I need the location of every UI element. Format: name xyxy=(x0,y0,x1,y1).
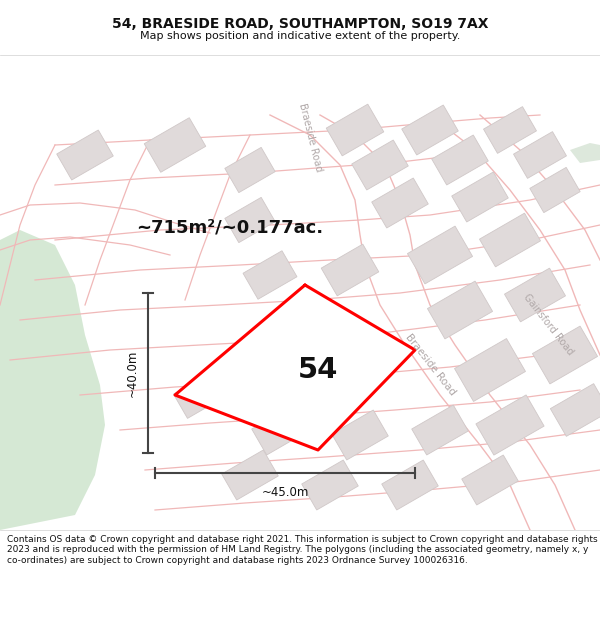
Polygon shape xyxy=(175,285,415,450)
Polygon shape xyxy=(476,395,544,455)
Polygon shape xyxy=(532,326,598,384)
Polygon shape xyxy=(514,132,566,178)
Polygon shape xyxy=(402,105,458,155)
Text: Braeside Road: Braeside Road xyxy=(296,102,323,172)
Text: Map shows position and indicative extent of the property.: Map shows position and indicative extent… xyxy=(140,31,460,41)
Text: 54, BRAESIDE ROAD, SOUTHAMPTON, SO19 7AX: 54, BRAESIDE ROAD, SOUTHAMPTON, SO19 7AX xyxy=(112,16,488,31)
Text: Braeside Road: Braeside Road xyxy=(403,332,457,398)
Polygon shape xyxy=(479,213,541,267)
Polygon shape xyxy=(243,251,297,299)
Text: Contains OS data © Crown copyright and database right 2021. This information is : Contains OS data © Crown copyright and d… xyxy=(7,535,598,564)
Polygon shape xyxy=(452,172,508,222)
Polygon shape xyxy=(225,198,275,242)
Text: Gainsford Road: Gainsford Road xyxy=(521,292,575,357)
Polygon shape xyxy=(222,450,278,500)
Polygon shape xyxy=(225,148,275,192)
Polygon shape xyxy=(550,384,600,436)
Polygon shape xyxy=(407,226,473,284)
Polygon shape xyxy=(427,281,493,339)
Polygon shape xyxy=(382,460,438,510)
Polygon shape xyxy=(352,140,408,190)
Polygon shape xyxy=(484,107,536,153)
Polygon shape xyxy=(412,405,468,455)
Text: ~45.0m: ~45.0m xyxy=(262,486,308,499)
Polygon shape xyxy=(455,339,526,401)
Polygon shape xyxy=(326,104,384,156)
Polygon shape xyxy=(173,372,226,418)
Polygon shape xyxy=(302,460,358,510)
Polygon shape xyxy=(505,268,566,322)
Text: 54: 54 xyxy=(298,356,338,384)
Polygon shape xyxy=(332,410,388,460)
Polygon shape xyxy=(0,230,105,530)
Polygon shape xyxy=(462,455,518,505)
Polygon shape xyxy=(321,244,379,296)
Polygon shape xyxy=(530,168,580,212)
Polygon shape xyxy=(570,143,600,163)
Polygon shape xyxy=(432,135,488,185)
Polygon shape xyxy=(372,178,428,228)
Polygon shape xyxy=(252,405,308,455)
Text: ~40.0m: ~40.0m xyxy=(125,349,139,397)
Polygon shape xyxy=(57,130,113,180)
Text: ~715m²/~0.177ac.: ~715m²/~0.177ac. xyxy=(136,218,323,236)
Polygon shape xyxy=(144,118,206,172)
